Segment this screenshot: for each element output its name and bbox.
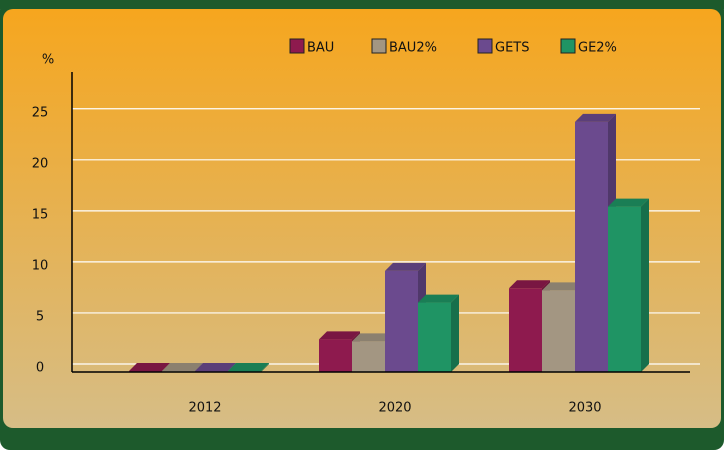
bar xyxy=(418,294,459,372)
top-band xyxy=(0,0,724,9)
y-tick-label: 5 xyxy=(36,309,44,324)
bar-top xyxy=(608,198,649,207)
x-tick-label: 2020 xyxy=(378,401,411,416)
bar-top xyxy=(418,294,459,303)
bar-top xyxy=(228,362,269,371)
bar-top xyxy=(542,282,583,291)
bar-side xyxy=(451,294,459,372)
legend-label: GETS xyxy=(495,41,529,56)
bar xyxy=(608,198,649,372)
bar-front xyxy=(575,121,608,372)
legend-swatch xyxy=(371,38,387,54)
bar-top xyxy=(319,331,360,340)
y-axis-label: % xyxy=(42,53,54,68)
y-tick-label: 10 xyxy=(32,258,49,273)
bar-front xyxy=(352,341,385,372)
x-tick-label: 2030 xyxy=(568,401,601,416)
bar-side xyxy=(641,198,649,372)
legend-swatch xyxy=(289,38,305,54)
y-tick-label: 15 xyxy=(32,207,49,222)
legend-label: GE2% xyxy=(578,41,617,56)
bar-top xyxy=(162,362,203,371)
bar xyxy=(509,280,550,372)
bar-front xyxy=(608,206,641,372)
legend-label: BAU xyxy=(307,41,334,56)
bar-side xyxy=(261,362,269,372)
y-tick-label: 0 xyxy=(36,361,44,376)
bar-front xyxy=(509,288,542,372)
bar-front xyxy=(418,302,451,372)
bar-top xyxy=(195,362,236,371)
x-tick-label: 2012 xyxy=(188,401,221,416)
legend-label: BAU2% xyxy=(389,41,437,56)
bar xyxy=(385,262,426,372)
bar-front xyxy=(385,270,418,372)
bar-front xyxy=(542,290,575,372)
y-tick-label: 20 xyxy=(32,156,49,171)
bar-top xyxy=(352,333,393,342)
bar-top xyxy=(575,113,616,122)
y-tick-label: 25 xyxy=(32,105,49,120)
bar-top xyxy=(509,280,550,289)
bar-top xyxy=(129,362,170,371)
legend-swatch xyxy=(477,38,493,54)
bar-front xyxy=(319,339,352,372)
bar-top xyxy=(385,262,426,271)
legend-swatch xyxy=(560,38,576,54)
